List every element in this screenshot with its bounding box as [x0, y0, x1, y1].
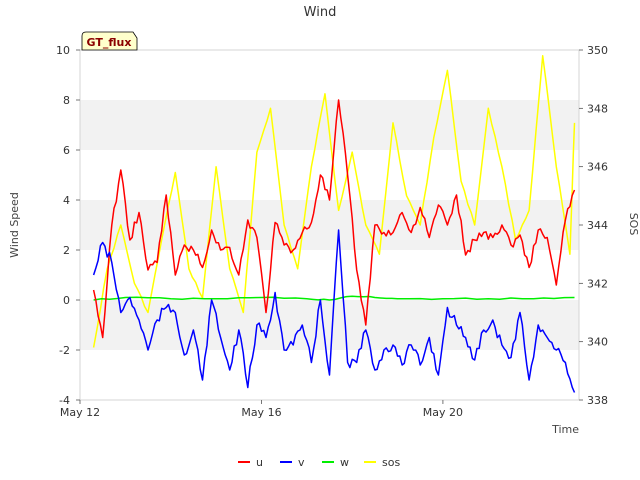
y2-tick-label: 348 [587, 102, 608, 115]
series-line-v [92, 229, 576, 393]
y-tick-label: -2 [59, 344, 70, 357]
gt-flux-badge: GT_flux [81, 31, 138, 51]
series-line-w [93, 295, 575, 301]
y2-tick-label: 344 [587, 219, 608, 232]
x-axis-label: Time [551, 423, 579, 436]
badge-label: GT_flux [87, 36, 132, 49]
series-line-u [92, 99, 576, 339]
y-tick-label: 10 [56, 44, 70, 57]
x-tick-label: May 20 [423, 406, 463, 419]
legend-label-sos: sos [382, 456, 400, 469]
background-bands [80, 100, 579, 350]
series-line-sos [92, 55, 576, 348]
y2-tick-label: 342 [587, 277, 608, 290]
series-group [92, 55, 576, 393]
y-tick-label: 2 [63, 244, 70, 257]
x-tick-label: May 12 [60, 406, 100, 419]
gray-band [80, 100, 579, 150]
y-axis: -4 -2 0 2 4 6 8 10 [56, 44, 80, 407]
legend: u v w sos [238, 456, 400, 469]
x-axis: May 12 May 16 May 20 [60, 400, 463, 419]
y2-axis: 338 340 342 344 346 348 350 [579, 44, 608, 407]
y2-axis-label: SOS [627, 213, 640, 236]
y2-tick-label: 346 [587, 161, 608, 174]
chart-title: Wind [304, 5, 337, 20]
y2-tick-label: 350 [587, 44, 608, 57]
legend-label-w: w [340, 456, 349, 469]
y-axis-label: Wind Speed [8, 192, 21, 258]
x-tick-label: May 16 [241, 406, 281, 419]
y-tick-label: 6 [63, 144, 70, 157]
legend-label-v: v [298, 456, 305, 469]
y-tick-label: 8 [63, 94, 70, 107]
y-tick-label: 4 [63, 194, 70, 207]
y2-tick-label: 338 [587, 394, 608, 407]
legend-label-u: u [256, 456, 263, 469]
y-tick-label: 0 [63, 294, 70, 307]
y-tick-label: -4 [59, 394, 70, 407]
gray-band [80, 200, 579, 250]
y2-tick-label: 340 [587, 336, 608, 349]
